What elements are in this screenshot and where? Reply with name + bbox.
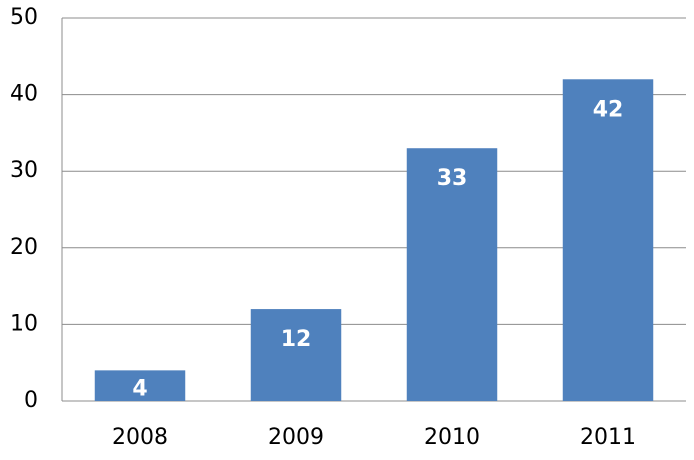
x-tick-label: 2011	[580, 425, 636, 450]
bar	[94, 370, 186, 401]
y-tick-label: 30	[10, 158, 38, 183]
y-tick-label: 10	[10, 311, 38, 336]
x-tick-label: 2010	[424, 425, 480, 450]
value-label: 12	[281, 327, 312, 352]
y-tick-label: 20	[10, 235, 38, 260]
value-label: 42	[593, 97, 624, 122]
bar	[562, 79, 654, 401]
x-tick-label: 2008	[112, 425, 168, 450]
value-label: 33	[437, 166, 468, 191]
y-tick-label: 0	[24, 388, 38, 413]
value-label: 4	[132, 377, 147, 402]
y-tick-label: 50	[10, 5, 38, 30]
x-tick-label: 2009	[268, 425, 324, 450]
y-tick-label: 40	[10, 82, 38, 107]
bar	[250, 309, 342, 401]
bar	[406, 148, 498, 401]
